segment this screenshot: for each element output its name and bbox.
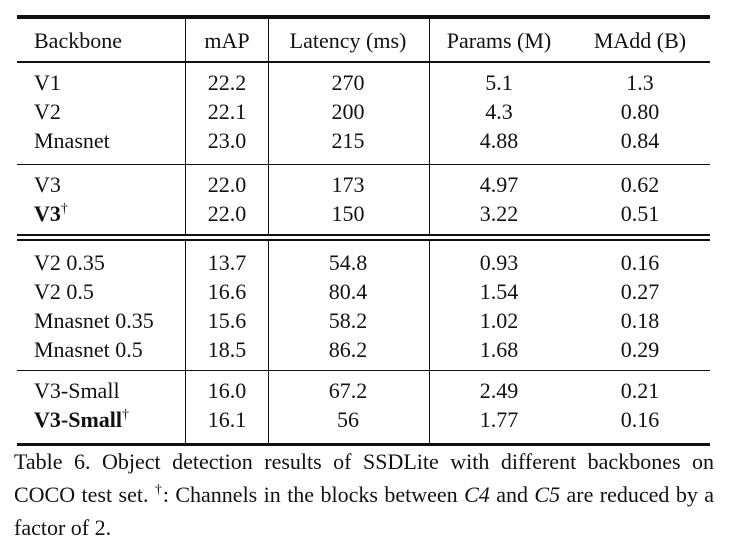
value-cell-latency: 200 [331, 99, 365, 124]
column-header: Params (M) [446, 28, 552, 53]
value-cell-madd: 0.18 [620, 308, 660, 333]
column-header: Backbone [34, 28, 122, 53]
value-cell-latency: 54.8 [328, 250, 368, 275]
value-cell-map: 16.1 [207, 407, 247, 432]
value-cell-params: 3.22 [479, 201, 519, 226]
column-divider [185, 63, 186, 164]
value-cell-latency: 215 [331, 128, 365, 153]
column-divider [185, 371, 186, 443]
backbone-cell: V3 [34, 172, 61, 197]
value-cell-params: 1.68 [479, 337, 519, 362]
column-divider [268, 241, 269, 370]
column-header: Latency (ms) [289, 28, 407, 53]
value-cell-madd: 0.27 [620, 279, 660, 304]
value-cell-map: 22.0 [207, 201, 247, 226]
value-cell-map: 22.2 [207, 70, 247, 95]
backbone-cell: Mnasnet [34, 128, 110, 153]
backbone-cell: V2 0.5 [34, 279, 94, 304]
backbone-cell: Mnasnet 0.35 [34, 308, 154, 333]
value-cell-params: 1.02 [479, 308, 519, 333]
caption-text: Table 6. Object detection results of SSD… [14, 449, 714, 507]
value-cell-latency: 173 [331, 172, 365, 197]
value-cell-params: 4.97 [479, 172, 519, 197]
value-cell-params: 4.3 [485, 99, 513, 124]
caption-text-4: are reduced by a factor of 2. [14, 482, 715, 540]
value-cell-params: 0.93 [479, 250, 519, 275]
caption-dagger: † [154, 482, 163, 498]
group-rule [17, 164, 710, 165]
header-rule [17, 61, 710, 63]
backbone-cell: Mnasnet 0.5 [34, 337, 143, 362]
top-rule [17, 15, 710, 19]
column-divider [429, 371, 430, 443]
caption-c5: C5 [534, 482, 561, 507]
value-cell-map: 18.5 [207, 337, 247, 362]
value-cell-madd: 0.62 [620, 172, 660, 197]
backbone-cell: V2 0.35 [34, 250, 105, 275]
value-cell-madd: 0.80 [620, 99, 660, 124]
value-cell-map: 23.0 [207, 128, 247, 153]
value-cell-latency: 150 [331, 201, 365, 226]
backbone-cell: V3† [34, 201, 68, 226]
value-cell-madd: 1.3 [626, 70, 654, 95]
column-divider [429, 19, 430, 61]
backbone-cell: V2 [34, 99, 61, 124]
column-header: MAdd (B) [593, 28, 687, 53]
value-cell-map: 15.6 [207, 308, 247, 333]
column-divider [268, 63, 269, 164]
value-cell-madd: 0.16 [620, 407, 660, 432]
value-cell-latency: 86.2 [328, 337, 368, 362]
value-cell-params: 1.54 [479, 279, 519, 304]
caption-c4: C4 [464, 482, 490, 507]
group-rule [17, 370, 710, 371]
double-rule-b [17, 239, 710, 241]
double-rule-a [17, 234, 710, 236]
value-cell-map: 22.1 [207, 99, 247, 124]
column-header: mAP [204, 28, 250, 53]
column-divider [268, 19, 269, 61]
value-cell-madd: 0.84 [620, 128, 660, 153]
value-cell-latency: 56 [337, 407, 359, 432]
backbone-cell: V1 [34, 70, 61, 95]
caption-text-2: : Channels in the blocks between [162, 482, 465, 507]
value-cell-madd: 0.51 [620, 201, 660, 226]
value-cell-params: 4.88 [479, 128, 519, 153]
value-cell-latency: 67.2 [328, 378, 368, 403]
value-cell-madd: 0.21 [620, 378, 660, 403]
value-cell-madd: 0.16 [620, 250, 660, 275]
table-caption: Table 6. Object detection results of SSD… [14, 445, 714, 544]
value-cell-params: 2.49 [479, 378, 519, 403]
value-cell-latency: 270 [331, 70, 365, 95]
value-cell-params: 5.1 [485, 70, 513, 95]
column-divider [268, 371, 269, 443]
column-divider [429, 165, 430, 234]
value-cell-latency: 58.2 [328, 308, 368, 333]
value-cell-map: 13.7 [207, 250, 247, 275]
value-cell-map: 16.6 [207, 279, 247, 304]
value-cell-map: 16.0 [207, 378, 247, 403]
caption-text-3: and [489, 482, 535, 507]
value-cell-latency: 80.4 [328, 279, 368, 304]
column-divider [429, 241, 430, 370]
column-divider [185, 165, 186, 234]
column-divider [185, 241, 186, 370]
bottom-rule [17, 443, 710, 446]
backbone-cell: V3-Small [34, 378, 120, 403]
value-cell-params: 1.77 [479, 407, 519, 432]
column-divider [429, 63, 430, 164]
backbone-cell: V3-Small† [34, 407, 129, 432]
value-cell-map: 22.0 [207, 172, 247, 197]
column-divider [185, 19, 186, 61]
value-cell-madd: 0.29 [620, 337, 660, 362]
column-divider [268, 165, 269, 234]
